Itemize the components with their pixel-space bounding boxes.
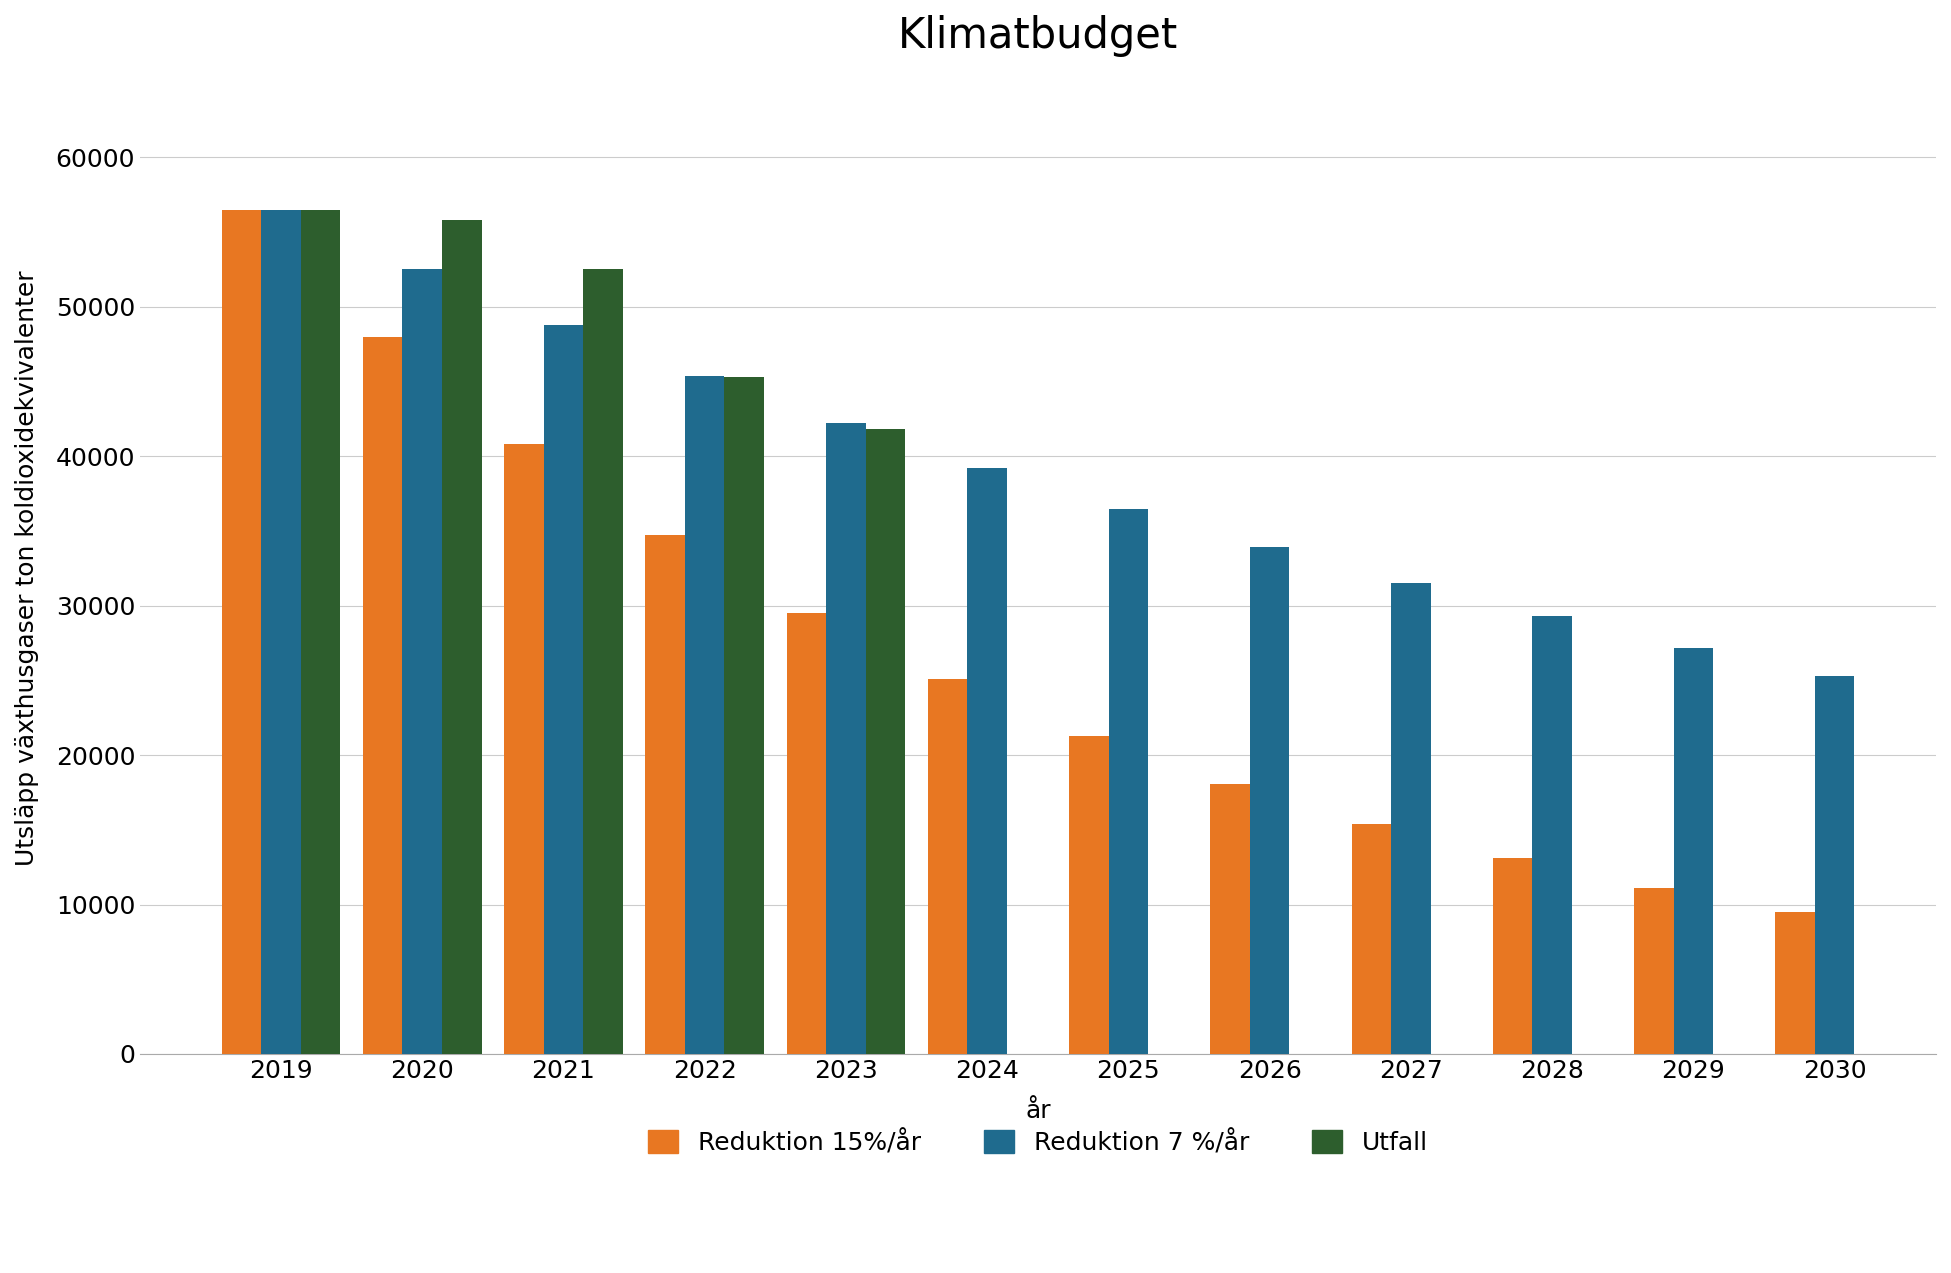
- Bar: [1069, 736, 1108, 1054]
- Bar: [724, 377, 765, 1054]
- Title: Klimatbudget: Klimatbudget: [897, 15, 1178, 57]
- Bar: [503, 444, 544, 1054]
- Bar: [866, 429, 905, 1054]
- Bar: [1775, 911, 1814, 1054]
- Bar: [1493, 858, 1532, 1054]
- Bar: [1532, 616, 1573, 1054]
- Bar: [402, 270, 443, 1054]
- Bar: [1210, 783, 1251, 1054]
- X-axis label: år: år: [1024, 1100, 1052, 1124]
- Bar: [1814, 676, 1853, 1054]
- Bar: [363, 337, 402, 1054]
- Bar: [583, 270, 622, 1054]
- Bar: [786, 614, 825, 1054]
- Bar: [300, 210, 339, 1054]
- Bar: [1352, 824, 1391, 1054]
- Bar: [1635, 889, 1674, 1054]
- Bar: [544, 325, 583, 1054]
- Bar: [968, 468, 1007, 1054]
- Bar: [443, 220, 482, 1054]
- Bar: [685, 376, 724, 1054]
- Bar: [222, 210, 261, 1054]
- Bar: [929, 679, 968, 1054]
- Legend: Reduktion 15%/år, Reduktion 7 %/år, Utfall: Reduktion 15%/år, Reduktion 7 %/år, Utfa…: [636, 1118, 1440, 1167]
- Bar: [261, 210, 300, 1054]
- Bar: [646, 536, 685, 1054]
- Bar: [1674, 648, 1713, 1054]
- Y-axis label: Utsläpp växthusgaser ton koldioxidekvivalenter: Utsläpp växthusgaser ton koldioxidekviva…: [16, 271, 39, 866]
- Bar: [1108, 509, 1149, 1054]
- Bar: [1251, 547, 1290, 1054]
- Bar: [1391, 583, 1430, 1054]
- Bar: [825, 424, 866, 1054]
